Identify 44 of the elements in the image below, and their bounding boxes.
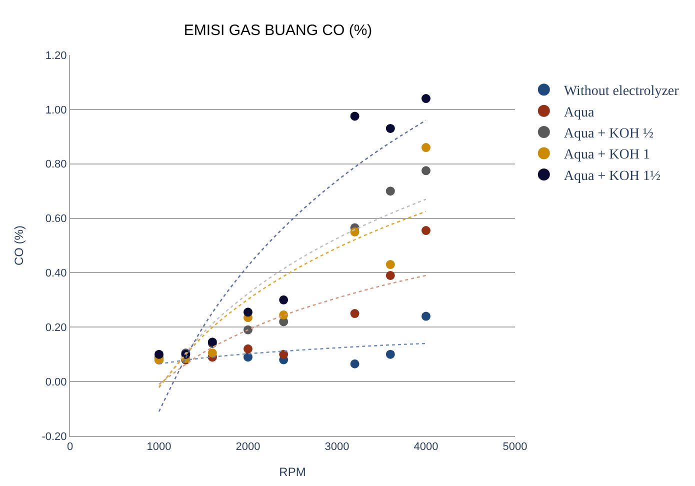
x-tick-label: 2000 <box>236 441 260 454</box>
point <box>279 350 288 359</box>
point <box>386 124 395 133</box>
legend-label: Aqua + KOH 1½ <box>564 168 660 184</box>
point <box>244 308 252 317</box>
x-tick-label: 5000 <box>502 441 528 454</box>
point <box>386 186 395 196</box>
y-tick-label: 0.40 <box>45 268 67 280</box>
line-series <box>158 120 427 412</box>
y-tick-label: 0.60 <box>45 213 67 226</box>
chart-title: EMISI GAS BUANG CO (%) <box>184 22 372 39</box>
y-tick-label: 1.00 <box>45 104 67 116</box>
point <box>350 227 360 236</box>
y-axis-title: CO (%) <box>12 226 26 266</box>
point <box>422 94 430 104</box>
x-tick-label: 0 <box>66 441 74 454</box>
legend-label: Without electrolyzer <box>564 84 680 100</box>
point <box>350 359 360 368</box>
y-tick-label: -0.20 <box>42 430 67 443</box>
point <box>279 295 288 304</box>
point <box>422 312 430 321</box>
x-axis-title: RPM <box>279 465 306 480</box>
point <box>422 143 430 152</box>
point <box>154 350 164 359</box>
line-series <box>158 274 427 385</box>
x-tick-label: 3000 <box>324 441 350 454</box>
y-tick-label: 0.80 <box>45 158 67 171</box>
point <box>350 112 360 121</box>
x-tick-label: 1000 <box>146 441 172 454</box>
point <box>244 344 252 354</box>
point <box>386 260 395 270</box>
legend-label: Aqua <box>564 105 596 120</box>
point <box>422 166 430 176</box>
y-tick-label: 0.00 <box>45 376 67 388</box>
point <box>208 348 217 358</box>
y-tick-label: 0.20 <box>45 322 67 334</box>
point <box>386 350 395 359</box>
y-tick-label: 1.20 <box>45 50 67 62</box>
point <box>386 270 395 280</box>
legend-label: Aqua + KOH ½ <box>564 126 654 142</box>
point <box>422 226 430 236</box>
x-tick-label: 4000 <box>414 441 438 454</box>
legend-label: Aqua + KOH 1 <box>564 148 650 163</box>
point <box>350 309 360 318</box>
